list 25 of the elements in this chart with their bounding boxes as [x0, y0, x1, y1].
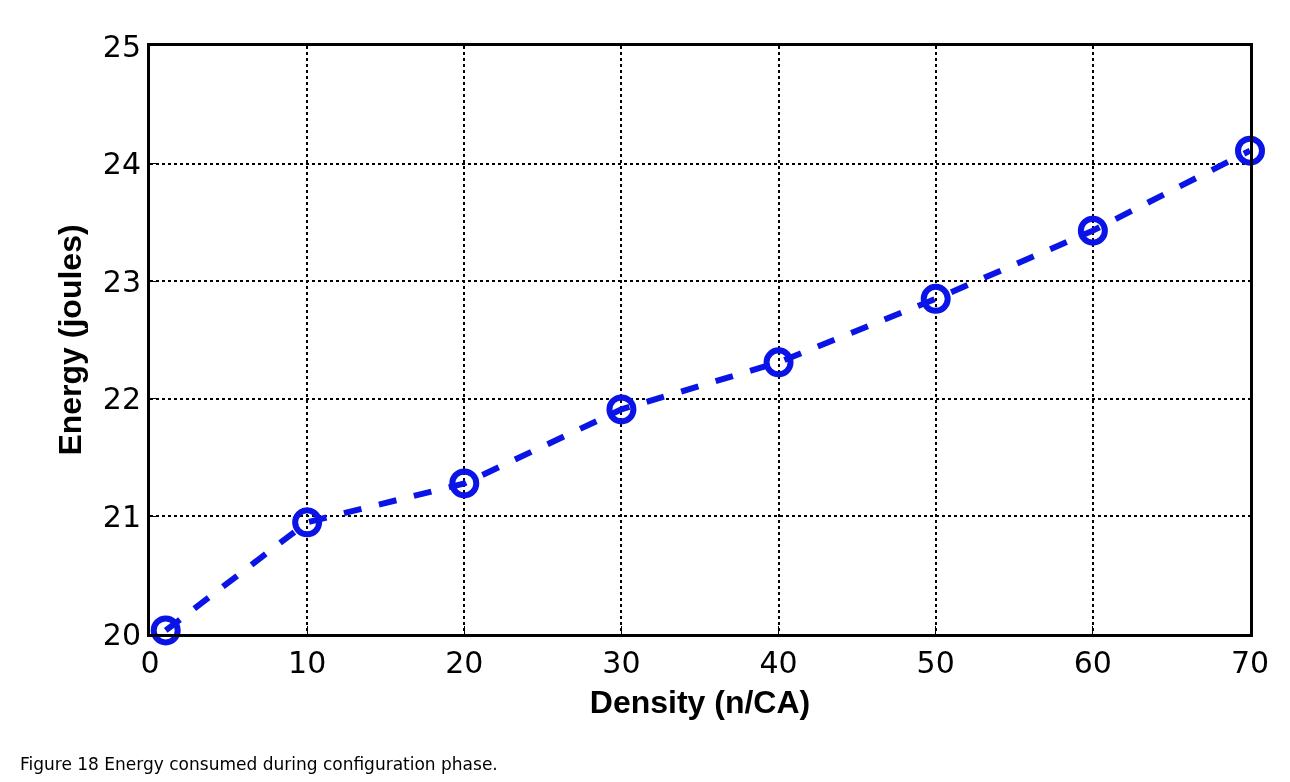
x-tick-label: 30	[602, 645, 641, 680]
y-axis-title: Energy (joules)	[52, 224, 89, 456]
y-tick-label: 20	[102, 616, 141, 652]
y-tick-label: 23	[102, 263, 141, 299]
point	[150, 615, 181, 646]
x-tick-label: 70	[1230, 645, 1270, 680]
point	[1077, 215, 1108, 246]
point	[449, 468, 480, 499]
y-tick-label: 22	[102, 381, 141, 417]
x-tick-label: 20	[445, 645, 484, 680]
caption: Figure 18 Energy consumed during configuration phase.	[20, 754, 498, 774]
y-tick-label: 21	[102, 498, 141, 534]
point	[292, 507, 323, 538]
y-tick-label: 24	[102, 146, 141, 182]
x-axis-title: Density (n/CA)	[589, 683, 811, 720]
x-tick-label: 60	[1073, 645, 1112, 680]
x-tick-label: 10	[288, 645, 327, 680]
x-tick-label: 0	[140, 645, 160, 680]
point	[606, 394, 637, 425]
point	[920, 283, 951, 314]
point	[1235, 135, 1265, 166]
x-tick-label: 50	[916, 645, 955, 680]
point	[763, 347, 794, 378]
x-tick-label: 40	[759, 645, 798, 680]
y-tick-label: 25	[102, 28, 141, 64]
